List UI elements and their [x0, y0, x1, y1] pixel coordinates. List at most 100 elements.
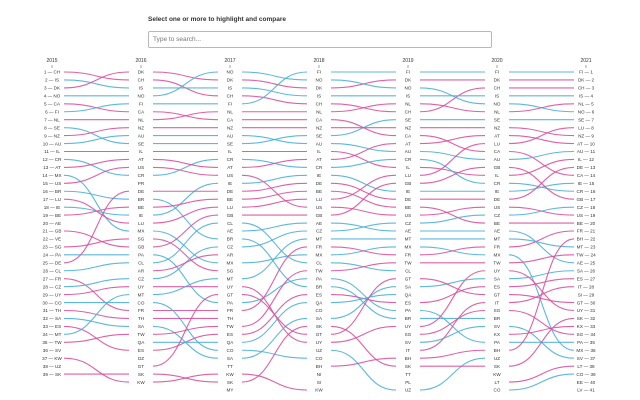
rank-label-2016-cr: CR [138, 173, 145, 178]
rank-label-2018-gb: GB [316, 213, 323, 218]
rank-label-bg [402, 180, 414, 187]
rank-label-2015-ve: 22 — VE [43, 237, 61, 242]
rank-label-2019-pl: PL [405, 380, 411, 385]
rank-label-bg [224, 339, 236, 346]
rank-label-2017-nl: NL [227, 109, 233, 114]
rank-label-bg [402, 100, 414, 107]
rank-label-bg [135, 275, 147, 282]
rank-label-2017-cz: CZ [227, 245, 233, 250]
rank-label-bg [40, 164, 64, 171]
rank-label-bg [491, 275, 503, 282]
rank-label-bg [135, 116, 147, 123]
rank-label-bg [40, 299, 64, 306]
rank-label-2017-de: DE [227, 189, 233, 194]
rank-label-bg [40, 132, 64, 139]
rank-label-2017-ar: AR [227, 253, 234, 258]
rank-label-2021-co: CO — 39 [576, 372, 596, 377]
rank-label-2019-tt: TT [405, 372, 411, 377]
rank-label-2021-lt: LT — 38 [577, 364, 595, 369]
rank-label-2019-dk: DK [405, 78, 412, 83]
rank-label-bg [313, 323, 325, 330]
rank-label-bg [40, 275, 64, 282]
rank-label-2015-uy: 29 — UY [43, 292, 62, 297]
rank-label-2015-tw: 35 — TW [42, 340, 62, 345]
rank-label-2015-ie: 18 — IE [44, 205, 61, 210]
rank-label-bg [313, 370, 325, 378]
rank-label-bg [491, 378, 503, 386]
rank-label-bg [402, 108, 414, 115]
rank-label-bg [574, 378, 598, 386]
rank-label-bg [402, 235, 414, 243]
rank-label-bg [224, 124, 236, 131]
rank-label-bg [40, 140, 64, 147]
rank-label-bg [491, 339, 503, 346]
rank-label-2015-nz: 9 — NZ [44, 133, 60, 138]
series-line-pa [64, 254, 574, 343]
rank-label-bg [40, 188, 64, 195]
rank-label-2020-lu: LU [494, 141, 500, 146]
rank-label-2016-il: IL [139, 149, 143, 154]
rank-label-bg [402, 339, 414, 346]
series-lines [63, 71, 575, 391]
rank-label-2020-sk: SK [494, 364, 501, 369]
rank-label-bg [224, 378, 236, 386]
rank-label-2020-kx: KX [494, 332, 500, 337]
rank-label-bg [313, 108, 325, 115]
rank-label-2019-be: BE [405, 205, 411, 210]
rank-label-2016-br: BR [138, 197, 145, 202]
rank-label-bg [224, 172, 236, 179]
rank-label-bg [224, 180, 236, 187]
rank-label-bg [135, 227, 147, 235]
rank-label-2021-dk: DK — 2 [578, 78, 595, 83]
rank-label-2021-ch: CH — 3 [578, 86, 595, 91]
rank-label-bg [313, 315, 325, 322]
rank-label-2019-au: AU [405, 149, 411, 154]
rank-label-bg [313, 172, 325, 179]
rank-label-2020-be: BE [494, 221, 500, 226]
rank-label-bg [224, 355, 236, 362]
rank-label-bg [40, 227, 64, 235]
rank-label-bg [402, 386, 414, 394]
rank-label-2020-lt: LT [494, 380, 499, 385]
rank-label-bg [402, 124, 414, 131]
rank-label-2017-qa: QA [227, 340, 235, 345]
rank-label-2016-ie: IE [139, 213, 143, 218]
rank-label-bg [40, 331, 64, 338]
rank-label-bg [574, 92, 598, 100]
search-input[interactable] [148, 31, 492, 48]
rank-label-bg [224, 108, 236, 115]
rank-label-bg [402, 291, 414, 298]
rank-label-2018-mt: MT [316, 237, 323, 242]
rank-label-2018-fr: FR [316, 245, 323, 250]
rank-label-2017-br: BR [227, 237, 234, 242]
rank-label-bg [135, 362, 147, 370]
rank-label-2015-br: 16 — BR [43, 189, 62, 194]
rank-label-bg [40, 307, 64, 314]
rank-label-2020-gb: GB [494, 165, 501, 170]
rank-label-bg [40, 156, 64, 163]
rank-label-bg [313, 68, 325, 76]
rank-label-bg [491, 211, 503, 219]
rank-label-2021-it: IT — 28 [578, 284, 595, 289]
rank-label-bg [491, 315, 503, 322]
series-line-cl [63, 222, 397, 272]
rank-label-2016-lu: LU [138, 221, 144, 226]
rank-label-2017-au: AU [227, 133, 233, 138]
rank-label-2016-uy: UY [138, 284, 144, 289]
rank-label-2016-dk: DK [138, 70, 145, 75]
rank-label-2021-us: US — 19 [577, 213, 596, 218]
rank-label-2020-uy: UY [494, 268, 500, 273]
rank-label-2018-il: IL [317, 149, 321, 154]
rank-label-bg [224, 362, 236, 370]
rank-label-2020-co: CO [494, 388, 501, 393]
rank-label-2016-gb: GB [138, 245, 145, 250]
rank-label-bg [40, 116, 64, 123]
rank-label-2016-ar: AR [138, 268, 145, 273]
rank-label-bg [491, 180, 503, 187]
rank-label-bg [574, 315, 598, 322]
rank-label-2019-br: BR [405, 316, 412, 321]
rank-label-2017-co: CO [227, 348, 234, 353]
rank-label-bg [313, 362, 325, 370]
rank-label-2018-uy: UY [316, 340, 322, 345]
